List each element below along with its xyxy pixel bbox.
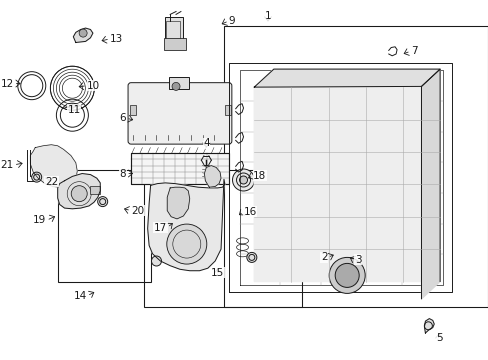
Text: 17: 17 (154, 222, 167, 233)
Bar (166, 21, 180, 41)
Bar (131, 153, 228, 184)
Bar (224, 26, 487, 307)
Polygon shape (254, 69, 439, 282)
Bar (90, 186, 100, 194)
Circle shape (239, 176, 247, 184)
Circle shape (334, 264, 359, 287)
Polygon shape (254, 69, 439, 87)
Text: 15: 15 (210, 268, 224, 278)
Circle shape (71, 186, 87, 202)
Bar (168, 77, 188, 89)
Text: 12: 12 (0, 78, 14, 89)
Text: 19: 19 (33, 215, 46, 225)
Text: 6: 6 (119, 113, 126, 123)
Text: 10: 10 (87, 81, 100, 91)
Text: 2: 2 (320, 252, 327, 262)
Polygon shape (204, 166, 221, 187)
Text: 14: 14 (74, 291, 87, 301)
Circle shape (172, 82, 180, 90)
Polygon shape (167, 187, 189, 219)
Circle shape (79, 29, 87, 37)
Bar (165, 18, 183, 42)
Polygon shape (73, 28, 93, 42)
Text: 22: 22 (45, 177, 58, 187)
Text: 9: 9 (228, 16, 235, 26)
Circle shape (246, 252, 256, 262)
Circle shape (32, 172, 41, 182)
Circle shape (98, 197, 107, 207)
Circle shape (232, 169, 254, 191)
Polygon shape (147, 179, 224, 271)
Bar (131, 153, 228, 184)
Circle shape (210, 169, 218, 177)
Text: 4: 4 (203, 138, 209, 148)
Bar (58, 170, 150, 282)
Polygon shape (30, 145, 77, 187)
Circle shape (166, 224, 206, 264)
Bar (129, 105, 135, 115)
Bar (163, 38, 185, 50)
Text: 7: 7 (410, 46, 417, 56)
Bar (224, 105, 230, 115)
Text: 11: 11 (67, 105, 81, 115)
Text: 21: 21 (0, 160, 14, 170)
Bar (144, 170, 302, 307)
Polygon shape (58, 174, 100, 209)
Text: 13: 13 (110, 34, 123, 44)
Text: 5: 5 (435, 333, 442, 343)
Text: 18: 18 (253, 171, 266, 181)
Polygon shape (424, 319, 433, 333)
Circle shape (151, 256, 161, 266)
Text: 1: 1 (264, 11, 271, 21)
Text: 16: 16 (243, 207, 256, 217)
Text: 20: 20 (131, 206, 144, 216)
Polygon shape (421, 69, 439, 299)
Circle shape (328, 257, 365, 293)
Text: 8: 8 (119, 168, 126, 179)
Text: 3: 3 (354, 255, 361, 265)
FancyBboxPatch shape (128, 83, 231, 144)
